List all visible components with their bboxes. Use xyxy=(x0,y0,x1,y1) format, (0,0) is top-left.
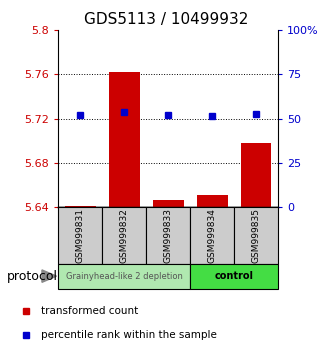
Bar xyxy=(58,207,102,264)
Text: GSM999832: GSM999832 xyxy=(120,208,129,263)
Bar xyxy=(58,264,190,289)
Bar xyxy=(109,72,140,207)
Text: GSM999831: GSM999831 xyxy=(76,208,85,263)
Bar xyxy=(190,207,234,264)
Bar xyxy=(102,207,146,264)
Text: control: control xyxy=(214,271,254,281)
Bar xyxy=(153,200,183,207)
Text: transformed count: transformed count xyxy=(41,306,138,316)
Text: GDS5113 / 10499932: GDS5113 / 10499932 xyxy=(84,12,249,27)
Text: GSM999833: GSM999833 xyxy=(164,208,173,263)
Bar xyxy=(234,207,278,264)
Text: Grainyhead-like 2 depletion: Grainyhead-like 2 depletion xyxy=(66,272,182,281)
Text: percentile rank within the sample: percentile rank within the sample xyxy=(41,330,217,339)
Bar xyxy=(146,207,190,264)
Text: protocol: protocol xyxy=(7,270,58,282)
Bar xyxy=(197,195,227,207)
Bar xyxy=(65,206,96,207)
Polygon shape xyxy=(42,270,57,282)
Bar xyxy=(241,143,271,207)
Text: GSM999835: GSM999835 xyxy=(251,208,261,263)
Text: GSM999834: GSM999834 xyxy=(207,208,217,263)
Bar xyxy=(190,264,278,289)
